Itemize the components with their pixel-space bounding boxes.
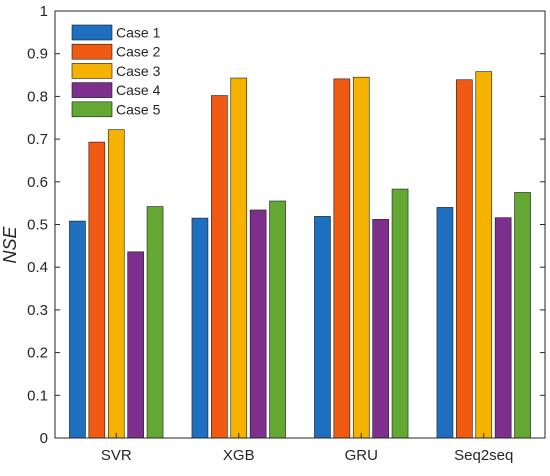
- y-tick-label: 0.6: [27, 174, 48, 191]
- bar-svr-case-1: [69, 220, 86, 439]
- bar-seq2seq-case-5: [514, 192, 531, 439]
- y-axis-label: NSE: [0, 226, 20, 264]
- y-tick-label: 0.9: [27, 46, 48, 63]
- bar-svr-case-3: [107, 129, 125, 439]
- legend-swatch-case-3: [71, 63, 113, 79]
- bar-gru-case-3: [352, 76, 370, 439]
- x-tick-label: XGB: [223, 447, 255, 464]
- legend-swatch-case-4: [71, 82, 113, 98]
- legend-swatch-case-5: [71, 101, 113, 118]
- bar-svr-case-4: [127, 251, 144, 439]
- bar-seq2seq-case-3: [475, 71, 493, 439]
- x-tick-label: Seq2seq: [454, 447, 513, 464]
- legend-swatch-case-2: [71, 43, 113, 60]
- x-tick-label: SVR: [101, 447, 132, 464]
- legend: Case 1 Case 2 Case 3 Case 4 Case 5: [71, 24, 161, 118]
- legend-label-case-3: Case 3: [116, 63, 161, 79]
- y-tick-label: 0.2: [27, 345, 48, 362]
- bar-xgb-case-3: [230, 77, 248, 439]
- y-tick-label: 0.5: [27, 217, 48, 234]
- bar-seq2seq-case-4: [494, 217, 512, 439]
- y-tick-label: 0.3: [27, 302, 48, 319]
- bar-xgb-case-4: [249, 209, 267, 439]
- y-tick-label: 0.1: [27, 387, 48, 404]
- legend-label-case-2: Case 2: [116, 44, 161, 60]
- y-tick-label: 1: [40, 3, 48, 20]
- y-tick-label: 0.4: [27, 259, 48, 276]
- legend-label-case-5: Case 5: [116, 101, 161, 117]
- y-tick-label: 0: [40, 430, 48, 447]
- bar-svr-case-2: [88, 141, 106, 439]
- bar-gru-case-1: [314, 216, 331, 439]
- y-tick-label: 0.7: [27, 131, 48, 148]
- bar-gru-case-2: [333, 78, 351, 439]
- y-tick-label: 0.8: [27, 88, 48, 105]
- bar-gru-case-4: [372, 219, 389, 439]
- bar-svr-case-5: [146, 206, 164, 439]
- x-tick-label: GRU: [345, 447, 378, 464]
- legend-label-case-1: Case 1: [116, 25, 161, 41]
- bars-group: [69, 71, 531, 439]
- bar-xgb-case-2: [211, 95, 228, 439]
- bar-seq2seq-case-1: [436, 207, 454, 439]
- bar-xgb-case-1: [191, 217, 209, 439]
- bar-xgb-case-5: [269, 200, 286, 439]
- legend-label-case-4: Case 4: [116, 82, 161, 98]
- bar-gru-case-5: [391, 188, 409, 439]
- legend-swatch-case-1: [71, 24, 113, 41]
- bar-seq2seq-case-2: [456, 79, 473, 439]
